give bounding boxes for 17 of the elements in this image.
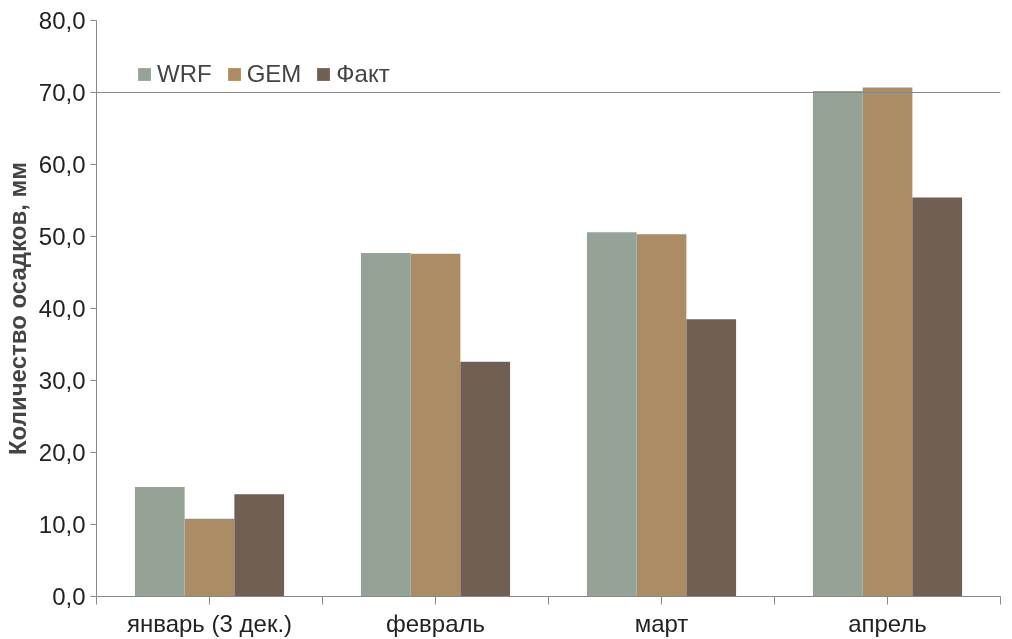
x-tick-label: февраль (385, 609, 486, 637)
x-tick-label: март (634, 609, 689, 637)
y-tick-label: 0,0 (52, 583, 86, 610)
y-tick-label: 60,0 (38, 151, 86, 178)
y-tick-label: 30,0 (38, 367, 86, 394)
y-tick-label: 10,0 (38, 511, 86, 538)
y-tick-label: 70,0 (38, 79, 86, 106)
x-tick-label: январь (3 дек.) (126, 609, 293, 637)
y-axis-title: Количество осадков, мм (3, 161, 31, 456)
y-tick-label: 20,0 (38, 439, 86, 466)
y-tick-label: 80,0 (38, 7, 86, 34)
y-tick-label: 50,0 (38, 223, 86, 250)
x-tick-label: апрель (848, 609, 927, 637)
legend-label: GEM (246, 60, 302, 88)
legend-label: WRF (157, 60, 212, 88)
y-tick-label: 40,0 (38, 295, 86, 322)
legend-label: Факт (336, 60, 390, 88)
